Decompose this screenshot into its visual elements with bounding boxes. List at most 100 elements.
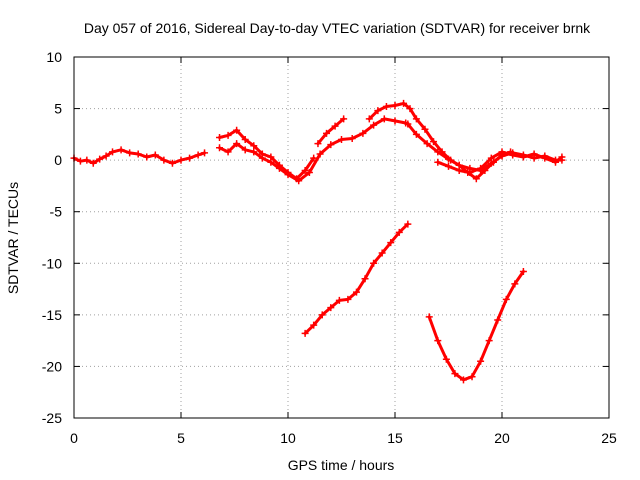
x-tick-label: 25: [601, 430, 617, 446]
data-point: [177, 156, 185, 164]
data-point: [344, 295, 352, 303]
data-point: [327, 141, 335, 149]
data-point: [395, 228, 403, 236]
data-point: [412, 130, 420, 138]
y-tick-labels: -25 -20 -15 -10 -5 0 5 10: [42, 49, 62, 426]
data-point: [361, 275, 369, 283]
data-point: [160, 156, 168, 164]
series-line: [367, 101, 513, 181]
data-point: [459, 376, 467, 384]
grid-layer: [74, 57, 609, 418]
data-point: [305, 169, 313, 177]
data-point: [233, 126, 241, 134]
series-line: [316, 117, 346, 146]
x-tick-label: 5: [177, 430, 185, 446]
data-point: [275, 164, 283, 172]
data-point: [301, 166, 309, 174]
data-point: [509, 151, 517, 159]
data-point: [380, 115, 388, 123]
data-point: [168, 159, 176, 167]
y-tick-label: 10: [46, 49, 62, 65]
data-point: [310, 321, 318, 329]
data-point: [430, 138, 438, 146]
y-tick-label: -25: [42, 410, 62, 426]
data-point: [216, 144, 224, 152]
data-series-arc-5: [365, 99, 515, 183]
data-point: [502, 295, 510, 303]
data-point: [378, 249, 386, 257]
data-point: [519, 268, 527, 276]
x-tick-labels: 0 5 10 15 20 25: [70, 430, 617, 446]
data-point: [250, 148, 258, 156]
data-point: [370, 121, 378, 129]
data-point: [295, 177, 303, 185]
data-point: [301, 329, 309, 337]
data-point: [365, 115, 373, 123]
data-point: [102, 152, 110, 160]
data-series-arc-9: [425, 268, 527, 384]
series-line: [218, 128, 316, 181]
data-point: [151, 151, 159, 159]
data-point: [314, 140, 322, 148]
data-point: [423, 140, 431, 148]
data-point: [348, 134, 356, 142]
data-point: [558, 153, 566, 161]
data-point: [83, 156, 91, 164]
data-point: [374, 107, 382, 115]
data-point: [352, 288, 360, 296]
data-point: [89, 159, 97, 167]
series-line: [303, 222, 410, 335]
data-point: [284, 171, 292, 179]
data-point: [143, 153, 151, 161]
data-point: [338, 136, 345, 144]
data-point: [250, 142, 258, 150]
data-point: [267, 158, 275, 166]
data-point: [331, 122, 339, 130]
y-tick-label: -10: [42, 255, 62, 271]
data-point: [382, 103, 390, 111]
y-tick-label: -5: [50, 204, 63, 220]
data-point: [117, 146, 125, 154]
data-point: [224, 131, 232, 139]
data-series-arc-7: [434, 148, 566, 177]
data-point: [541, 154, 549, 162]
data-point: [404, 220, 412, 228]
data-point: [109, 148, 117, 156]
y-tick-label: -20: [42, 358, 62, 374]
data-series-arc-4: [314, 115, 348, 148]
data-point: [76, 157, 84, 165]
data-point: [442, 355, 450, 363]
data-point: [216, 133, 224, 141]
data-point: [406, 105, 414, 113]
y-tick-label: -15: [42, 307, 62, 323]
data-point: [134, 150, 142, 158]
data-point: [335, 296, 343, 304]
data-point: [472, 175, 480, 183]
data-series-arc-3: [216, 115, 410, 185]
data-point: [494, 316, 502, 324]
data-series-arc-2: [216, 126, 318, 183]
data-point: [434, 158, 442, 166]
data-point: [552, 158, 559, 166]
data-series-arc-8: [301, 220, 412, 337]
data-point: [400, 99, 408, 107]
data-point: [126, 149, 134, 157]
data-point: [404, 120, 412, 128]
data-point: [455, 166, 463, 174]
data-point: [96, 155, 104, 163]
data-point: [391, 117, 399, 125]
data-point: [233, 140, 241, 148]
data-point: [186, 154, 194, 162]
data-point: [340, 115, 348, 123]
x-tick-label: 10: [280, 430, 296, 446]
y-tick-label: 5: [54, 101, 62, 117]
data-point: [466, 169, 474, 177]
data-point: [445, 162, 452, 170]
data-series-arc-1: [70, 146, 209, 167]
data-point: [387, 239, 395, 247]
data-point: [258, 154, 266, 162]
x-axis-label: GPS time / hours: [288, 457, 395, 473]
data-point: [359, 129, 367, 137]
data-point: [519, 153, 527, 161]
data-point: [412, 115, 420, 123]
